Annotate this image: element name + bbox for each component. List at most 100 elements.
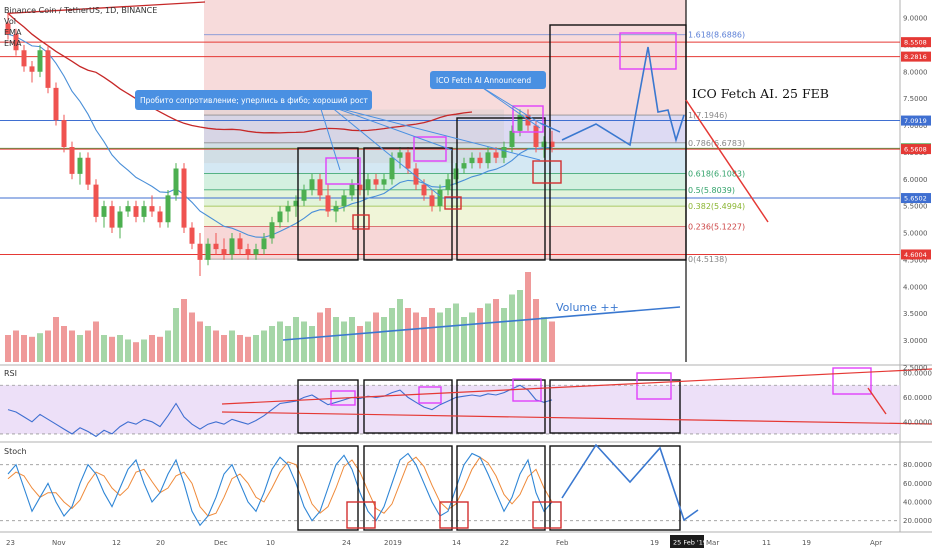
- callout-pointer: [479, 85, 544, 126]
- candle-body: [333, 206, 339, 212]
- stoch-box: [297, 445, 359, 531]
- volume-bar: [261, 330, 267, 362]
- ema-fast: [7, 33, 553, 238]
- volume-bar: [245, 336, 251, 362]
- volume-bar: [461, 317, 467, 362]
- candle-body: [405, 152, 411, 169]
- volume-bar: [133, 342, 139, 362]
- candle-body: [101, 206, 107, 217]
- projection-start: [539, 122, 561, 133]
- price-badge-bg: [901, 193, 931, 204]
- candle-body: [317, 179, 323, 196]
- candle-body: [29, 66, 35, 72]
- fib-level-label: 0.618(6.1083): [688, 169, 745, 178]
- volume-bar: [477, 308, 483, 362]
- candle-body: [205, 243, 211, 260]
- volume-bar: [237, 335, 243, 362]
- candle-body: [445, 179, 451, 190]
- time-tick: 2019: [384, 539, 402, 547]
- time-tick: 11: [762, 539, 771, 547]
- time-tick: Dec: [214, 539, 228, 547]
- rsi-tick: 60.0000: [903, 394, 932, 402]
- price-badge-text: 4.6004: [904, 251, 927, 259]
- candle-body: [365, 179, 371, 190]
- stoch-box: [456, 445, 546, 531]
- price-tick: 4.0000: [903, 283, 928, 291]
- rsi-trendline-upper: [221, 368, 932, 405]
- stoch-label: Stoch: [4, 447, 27, 456]
- volume-bar: [437, 312, 443, 362]
- candle-body: [461, 163, 467, 169]
- symbol-title: Binance Coin / TetherUS, 1D, BINANCE: [4, 6, 157, 15]
- stoch-tick: 40.0000: [903, 499, 932, 507]
- fibonacci-retracement: 1.618(8.6886) 1(7.1946) 0.786(6.6783) 0.618…: [204, 0, 745, 264]
- fib-level-label: 0.786(6.6783): [688, 139, 745, 148]
- volume-bar: [205, 326, 211, 362]
- volume-bar: [117, 335, 123, 362]
- ema-lines: [6, 1, 553, 238]
- volume-bar: [197, 321, 203, 362]
- rsi-trendline-lower: [221, 411, 932, 425]
- user-drawings: [221, 0, 932, 531]
- volume-bar: [253, 335, 259, 362]
- candle-body: [277, 211, 283, 223]
- volume-annotation: Volume ++: [556, 301, 619, 314]
- time-tick: 23: [6, 539, 15, 547]
- candle-body: [117, 211, 123, 228]
- entry-box: [439, 501, 469, 529]
- volume-bar: [165, 330, 171, 362]
- volume-bar: [541, 317, 547, 362]
- stoch-tick: 20.0000: [903, 517, 932, 525]
- price-badge-text: 7.0919: [904, 117, 927, 125]
- volume-bar: [93, 321, 99, 362]
- volume-bar: [365, 321, 371, 362]
- callout-pointer: [319, 105, 341, 171]
- candle-body: [53, 87, 59, 121]
- volume-bar: [85, 330, 91, 362]
- price-tick: 8.0000: [903, 68, 928, 76]
- volume-bar: [53, 317, 59, 362]
- candle-body: [45, 50, 51, 88]
- rsi-tick: 40.0000: [903, 418, 932, 426]
- volume-bar: [533, 299, 539, 362]
- candle-body: [509, 130, 515, 147]
- volume-bar: [357, 326, 363, 362]
- volume-bar: [277, 321, 283, 362]
- volume-bar: [325, 308, 331, 362]
- volume-bar: [229, 330, 235, 362]
- candle-body: [389, 157, 395, 180]
- candle-body: [245, 249, 251, 255]
- callout-left: Пробито сопротивление; уперлись в фибо; …: [135, 90, 372, 110]
- rsi-label: RSI: [4, 369, 17, 378]
- pattern-box: [297, 147, 359, 261]
- candle-body: [61, 120, 67, 147]
- time-axis: 23 Nov 12 20 Dec 10 24 2019 14 22 Feb 19 Mar 11 19 Apr: [6, 539, 882, 547]
- volume-bar: [285, 326, 291, 362]
- entry-box: [352, 214, 370, 230]
- callout-right-text: ICO Fetch AI Announcend: [436, 76, 531, 85]
- entry-box: [346, 501, 376, 529]
- candle-body: [373, 179, 379, 185]
- volume-bar: [509, 294, 515, 362]
- pattern-box: [363, 147, 453, 261]
- time-tick: 19: [802, 539, 811, 547]
- volume-bar: [405, 308, 411, 362]
- candle-body: [261, 238, 267, 250]
- stoch-panel: [0, 452, 900, 527]
- highlight-box: [413, 136, 447, 162]
- fib-zone-3: [204, 173, 686, 190]
- candle-body: [85, 157, 91, 185]
- callout-pointer: [479, 85, 541, 129]
- price-badge-bg: [901, 249, 931, 260]
- volume-bar: [373, 312, 379, 362]
- volume-bar: [157, 336, 163, 362]
- rsi-box: [297, 379, 359, 434]
- highlight-box: [636, 372, 672, 400]
- price-badge-bg: [901, 51, 931, 62]
- stoch-box: [363, 445, 453, 531]
- rsi-box: [363, 379, 453, 434]
- price-tick: 7.0000: [903, 122, 928, 130]
- price-tick: 4.5000: [903, 256, 928, 264]
- candle-body: [109, 206, 115, 228]
